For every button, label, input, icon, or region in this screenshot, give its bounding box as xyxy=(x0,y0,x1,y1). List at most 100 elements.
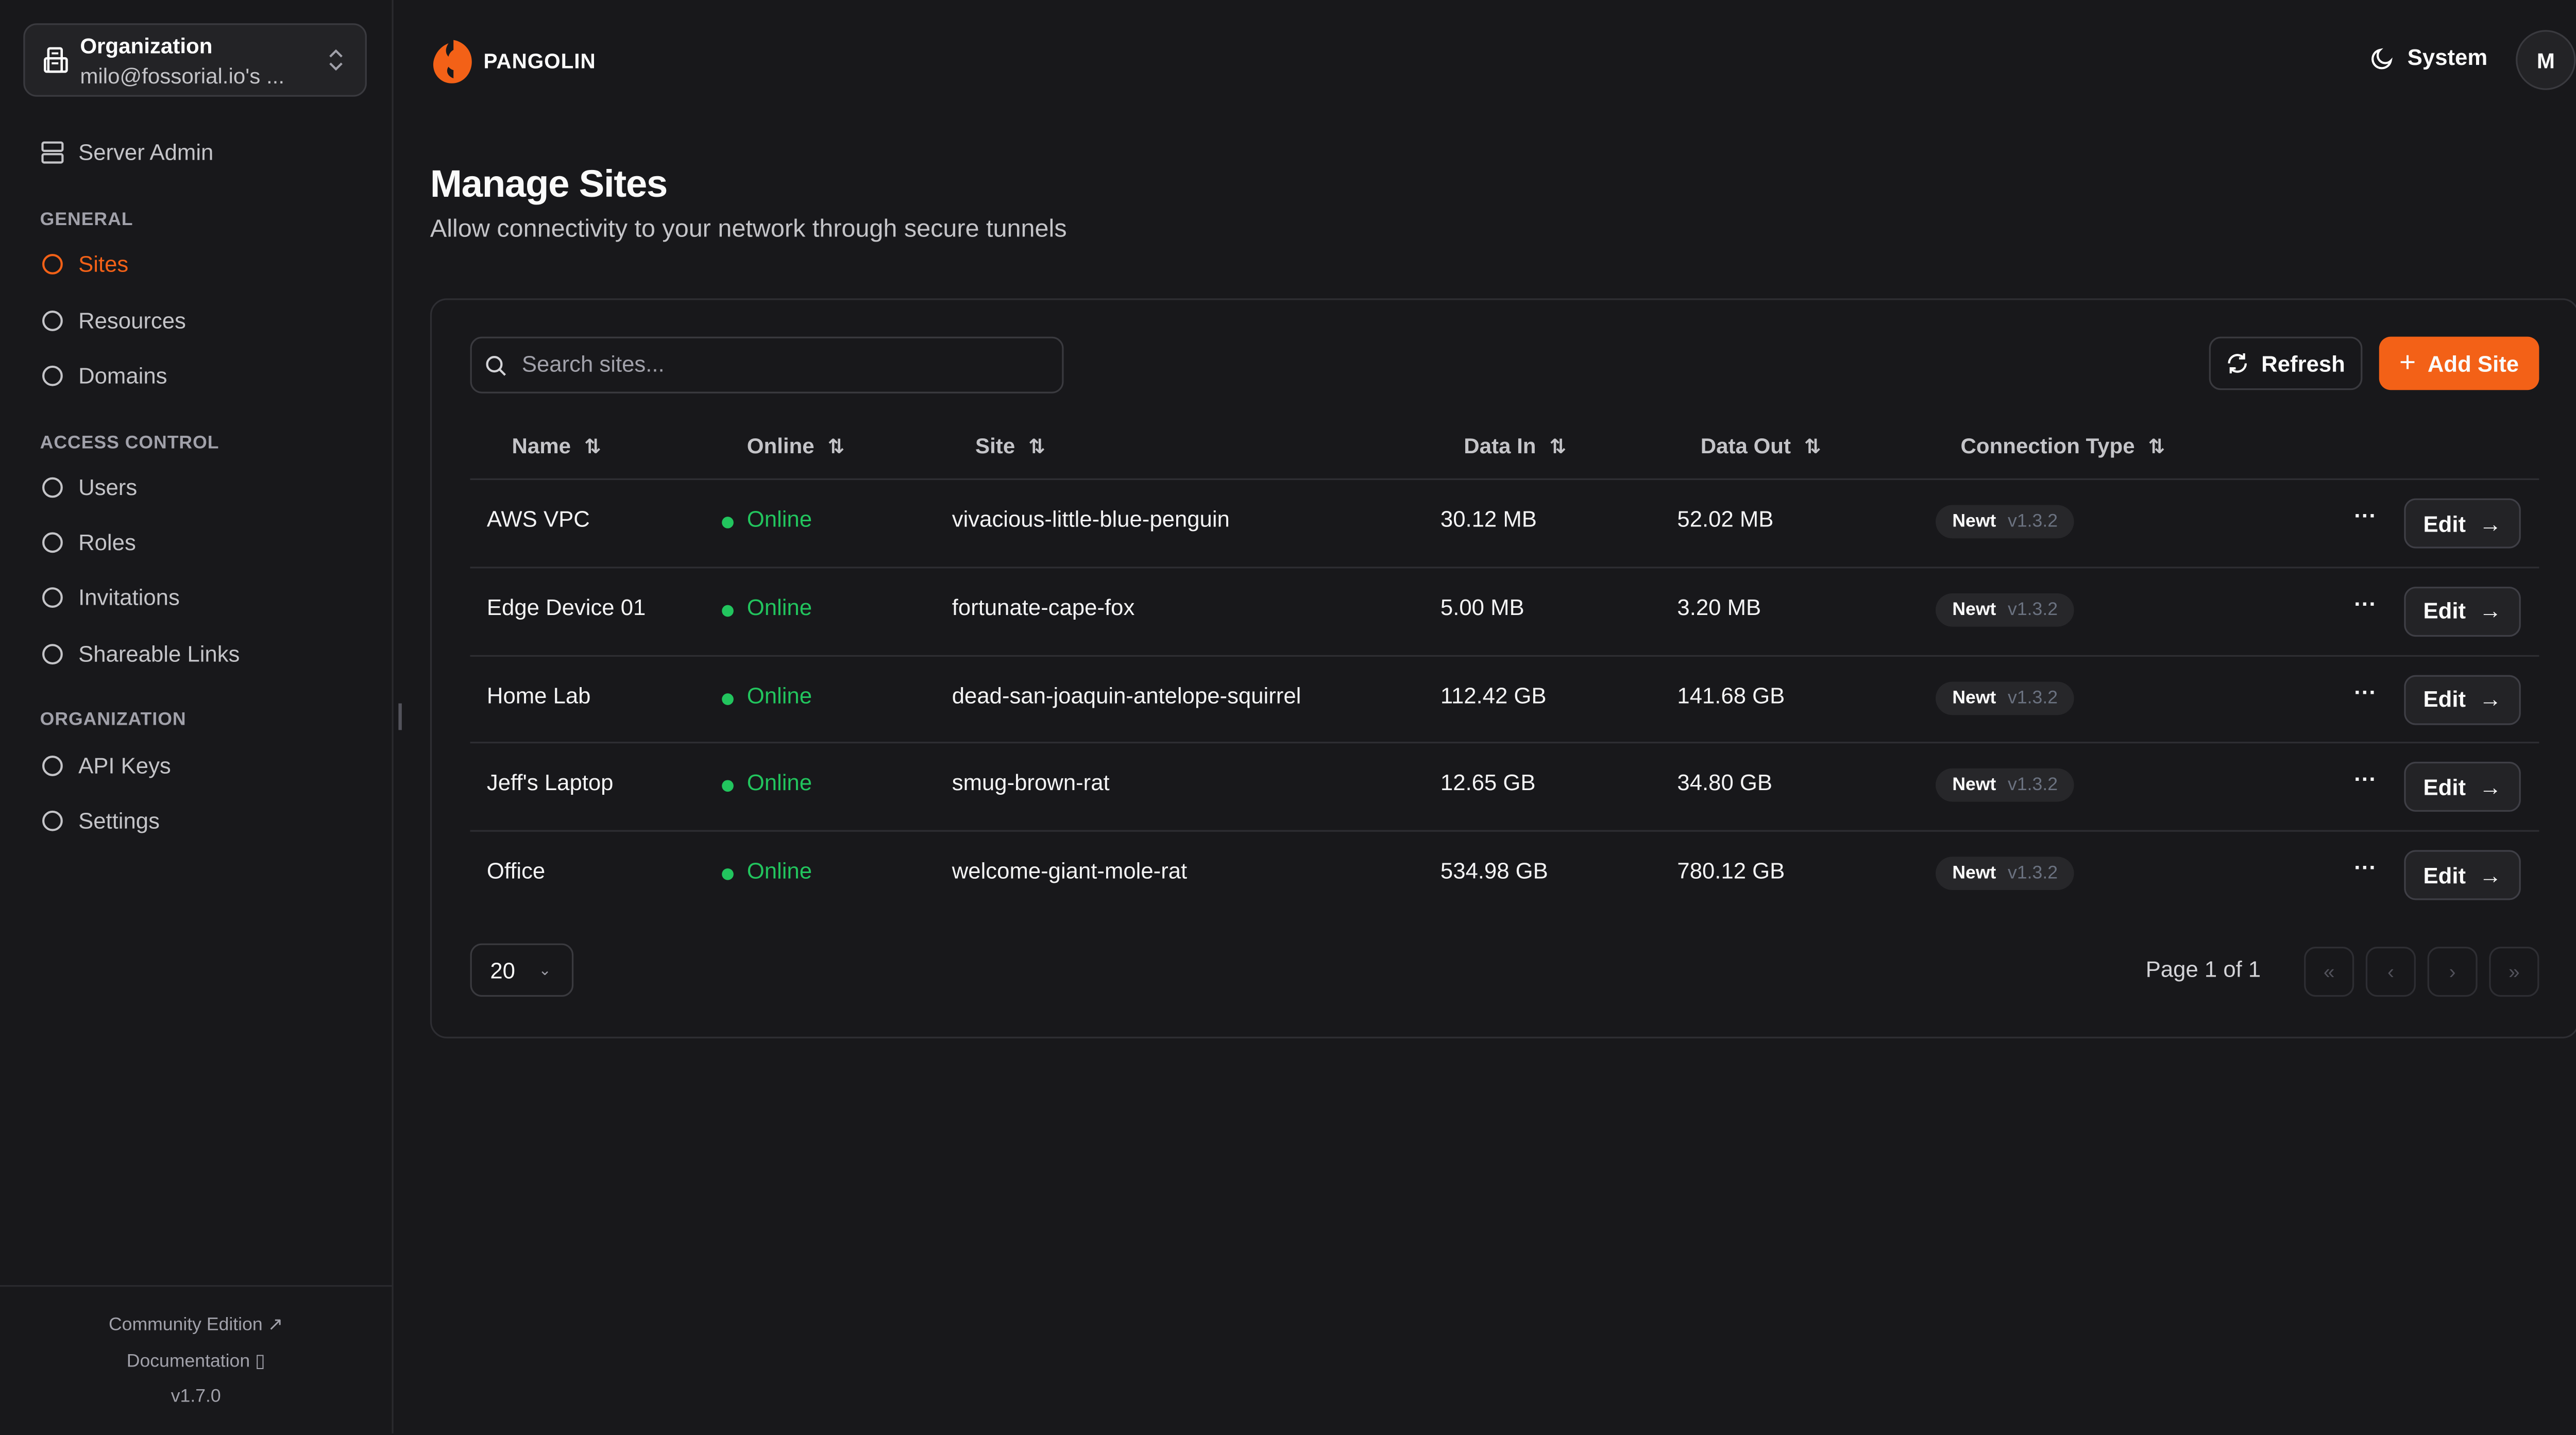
sidebar: Organization milo@fossorial.io's ... Ser… xyxy=(0,0,394,1433)
data-in: 5.00 MB xyxy=(1440,594,1524,620)
documentation-link[interactable]: Documentation ▯ xyxy=(0,1350,392,1372)
column-header[interactable]: Data In ⇅ xyxy=(1464,433,1566,458)
divider xyxy=(470,742,2539,744)
more-actions-icon[interactable]: ··· xyxy=(2354,679,2377,705)
add-site-label: Add Site xyxy=(2427,351,2519,376)
site-identifier: fortunate-cape-fox xyxy=(952,594,1135,620)
chevron-down-icon: ⌄ xyxy=(538,961,551,978)
sidebar-item-domains[interactable]: Domains xyxy=(40,358,167,392)
online-dot-icon xyxy=(722,605,734,617)
arrow-right-icon: → xyxy=(2479,775,2502,800)
sidebar-item-invitations[interactable]: Invitations xyxy=(40,580,180,613)
column-header[interactable]: Online ⇅ xyxy=(747,433,844,458)
sidebar-item-label: Domains xyxy=(78,362,167,388)
edit-button[interactable]: Edit → xyxy=(2404,498,2521,549)
divider xyxy=(470,478,2539,480)
column-header[interactable]: Connection Type ⇅ xyxy=(1961,433,2165,458)
first-page-button[interactable]: « xyxy=(2304,947,2354,997)
site-name: Office xyxy=(486,859,546,884)
sidebar-item-settings[interactable]: Settings xyxy=(40,804,160,837)
page-subtitle: Allow connectivity to your network throu… xyxy=(430,215,1067,244)
search-icon xyxy=(486,356,506,376)
documentation-label: Documentation xyxy=(126,1352,250,1372)
sidebar-item-api-keys[interactable]: API Keys xyxy=(40,748,171,782)
edit-button[interactable]: Edit → xyxy=(2404,586,2521,637)
edit-button[interactable]: Edit → xyxy=(2404,674,2521,725)
data-in: 534.98 GB xyxy=(1440,859,1548,884)
sidebar-item-sites[interactable]: Sites xyxy=(40,247,128,280)
arrow-right-icon: → xyxy=(2479,599,2502,624)
refresh-button[interactable]: Refresh xyxy=(2209,336,2363,390)
theme-label: System xyxy=(2407,45,2488,70)
more-actions-icon[interactable]: ··· xyxy=(2354,503,2377,528)
edit-label: Edit xyxy=(2423,599,2466,624)
sidebar-section-title: ACCESS CONTROL xyxy=(40,433,219,454)
avatar[interactable]: M xyxy=(2516,30,2576,90)
building-icon xyxy=(44,47,68,73)
sidebar-item-resources[interactable]: Resources xyxy=(40,303,186,337)
sidebar-item-label: Roles xyxy=(78,529,136,554)
edit-label: Edit xyxy=(2423,687,2466,712)
sort-icon: ⇅ xyxy=(1549,434,1566,458)
sidebar-item-users[interactable]: Users xyxy=(40,470,138,504)
logo[interactable]: PANGOLIN xyxy=(430,37,596,87)
next-page-button[interactable]: › xyxy=(2427,947,2478,997)
more-actions-icon[interactable]: ··· xyxy=(2354,591,2377,617)
more-actions-icon[interactable]: ··· xyxy=(2354,767,2377,793)
column-header-label: Connection Type xyxy=(1960,433,2135,458)
search-input[interactable]: Search sites... xyxy=(470,336,1064,394)
sidebar-item-label: Shareable Links xyxy=(78,641,240,666)
prev-page-button[interactable]: ‹ xyxy=(2365,947,2416,997)
column-header[interactable]: Name ⇅ xyxy=(512,433,601,458)
community-edition-link[interactable]: Community Edition ↗ xyxy=(0,1313,392,1335)
more-actions-icon[interactable]: ··· xyxy=(2354,855,2377,881)
add-site-button[interactable]: + Add Site xyxy=(2379,336,2539,390)
sidebar-item-label: Resources xyxy=(78,308,186,333)
sidebar-item-shareable-links[interactable]: Shareable Links xyxy=(40,637,240,670)
last-page-button[interactable]: » xyxy=(2489,947,2539,997)
sidebar-item-label: API Keys xyxy=(78,753,171,778)
connection-type: Newt xyxy=(1952,863,1996,884)
sidebar-item-label: Settings xyxy=(78,807,160,833)
sidebar-section-title: GENERAL xyxy=(40,210,133,230)
divider xyxy=(470,566,2539,568)
site-identifier: vivacious-little-blue-penguin xyxy=(952,506,1230,532)
column-header[interactable]: Site ⇅ xyxy=(975,433,1045,458)
divider xyxy=(470,654,2539,656)
org-label: Organization xyxy=(80,33,213,59)
page-size-value: 20 xyxy=(490,958,516,983)
page-size-select[interactable]: 20 ⌄ xyxy=(470,943,574,997)
server-icon xyxy=(41,140,64,163)
refresh-icon xyxy=(2228,353,2248,373)
connection-type-badge: Newt v1.3.2 xyxy=(1935,505,2075,539)
theme-toggle[interactable]: System xyxy=(2371,45,2488,70)
edit-button[interactable]: Edit → xyxy=(2404,762,2521,813)
refresh-label: Refresh xyxy=(2261,351,2345,376)
data-out: 3.20 MB xyxy=(1677,594,1761,620)
column-header-label: Online xyxy=(747,433,815,458)
column-header[interactable]: Data Out ⇅ xyxy=(1701,433,1821,458)
column-header-label: Data In xyxy=(1464,433,1536,458)
link-icon xyxy=(42,643,63,664)
search-placeholder: Search sites... xyxy=(521,351,665,377)
column-header-label: Name xyxy=(512,433,571,458)
edit-button[interactable]: Edit → xyxy=(2404,850,2521,901)
sidebar-resize-handle[interactable] xyxy=(398,703,402,730)
site-name: Edge Device 01 xyxy=(486,594,646,620)
connection-version: v1.3.2 xyxy=(2008,776,2058,796)
resources-icon xyxy=(42,310,63,331)
online-status: Online xyxy=(747,506,812,532)
sidebar-item-server-admin[interactable]: Server Admin xyxy=(40,135,214,168)
org-value: milo@fossorial.io's ... xyxy=(80,63,285,89)
connection-type: Newt xyxy=(1952,600,1996,620)
external-link-icon: ↗ xyxy=(267,1315,283,1336)
data-out: 34.80 GB xyxy=(1677,771,1773,796)
book-icon: ▯ xyxy=(255,1352,265,1372)
sidebar-item-label: Users xyxy=(78,474,138,500)
sidebar-item-label: Server Admin xyxy=(78,139,214,164)
sort-icon: ⇅ xyxy=(1804,434,1821,458)
arrow-right-icon: → xyxy=(2479,863,2502,888)
org-switcher[interactable]: Organization milo@fossorial.io's ... xyxy=(23,23,367,97)
mail-icon xyxy=(42,586,63,607)
sidebar-item-roles[interactable]: Roles xyxy=(40,525,136,558)
